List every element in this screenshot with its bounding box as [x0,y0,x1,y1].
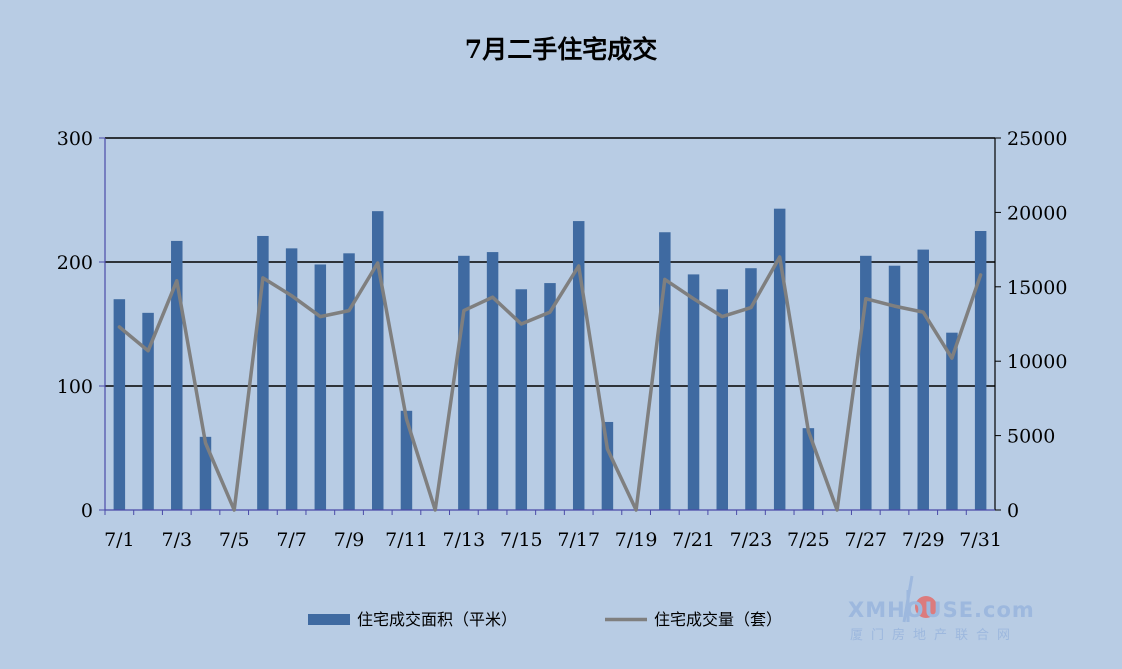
bar-7/24 [773,208,786,510]
bar-7/22 [716,289,728,510]
watermark-text: XMHOUSE.com [848,598,1035,622]
bar-7/15 [515,289,528,510]
left-tick-label-0: 0 [81,500,93,522]
x-tick-label-7/13: 7/13 [443,529,486,551]
bar-7/3 [171,240,183,511]
bar-7/1 [113,299,126,510]
x-tick-label-7/21: 7/21 [672,529,715,551]
bar-7/28 [888,265,901,510]
legend-label-area: 住宅成交面积（平米） [357,610,517,629]
bar-7/9 [343,253,355,510]
x-tick-label-7/19: 7/19 [615,529,658,551]
bar-7/20 [659,232,671,511]
x-tick-label-7/27: 7/27 [844,529,887,551]
right-tick-label-4: 20000 [1007,202,1067,224]
line-series-volume [117,255,983,512]
x-tick-label-7/7: 7/7 [276,529,307,551]
legend-swatch-area [308,614,350,625]
x-tick-label-7/9: 7/9 [334,529,365,551]
bar-7/29 [917,249,929,510]
x-tick-label-7/31: 7/31 [959,529,1002,551]
left-tick-label-3: 300 [57,128,93,150]
chart-title: 7月二手住宅成交 [465,35,657,64]
bar-7/11 [400,410,413,510]
x-tick-label-7/5: 7/5 [219,529,250,551]
x-tick-label-7/23: 7/23 [730,529,773,551]
watermark-sun-icon [915,596,937,618]
watermark-subtext: 厦门房地产联合网 [850,628,1019,643]
watermark-logo: XMHOUSE.com 厦门房地产联合网 [848,580,1058,643]
left-tick-label-1: 100 [57,376,93,398]
right-tick-label-2: 10000 [1007,351,1067,373]
bar-7/2 [142,312,154,510]
bar-7/21 [687,274,700,510]
x-tick-label-7/1: 7/1 [104,529,135,551]
bar-7/13 [458,255,470,510]
x-tick-label-7/11: 7/11 [385,529,428,551]
bar-7/14 [486,252,499,510]
bar-7/18 [601,421,614,510]
right-tick-label-1: 5000 [1007,426,1055,448]
left-tick-label-2: 200 [57,252,93,274]
right-tick-label-0: 0 [1007,500,1019,522]
right-tick-label-3: 15000 [1007,277,1067,299]
x-tick-label-7/25: 7/25 [787,529,830,551]
bar-7/7 [285,248,298,511]
bar-7/17 [572,221,585,510]
bar-7/8 [314,264,327,510]
bar-7/10 [372,211,384,510]
legend-label-volume: 住宅成交量（套） [654,610,782,629]
bar-7/23 [745,268,757,510]
bar-7/4 [199,436,212,510]
x-tick-label-7/29: 7/29 [902,529,945,551]
x-tick-label-7/3: 7/3 [161,529,192,551]
x-tick-label-7/17: 7/17 [557,529,600,551]
x-tick-label-7/15: 7/15 [500,529,543,551]
bar-7/25 [802,428,815,510]
bar-7/6 [257,235,269,510]
watermark-tower-icon [902,575,914,623]
bar-7/31 [974,231,987,510]
right-tick-label-5: 25000 [1007,128,1067,150]
bar-7/30 [946,332,958,510]
bar-7/16 [544,283,556,510]
bar-7/27 [860,255,872,510]
